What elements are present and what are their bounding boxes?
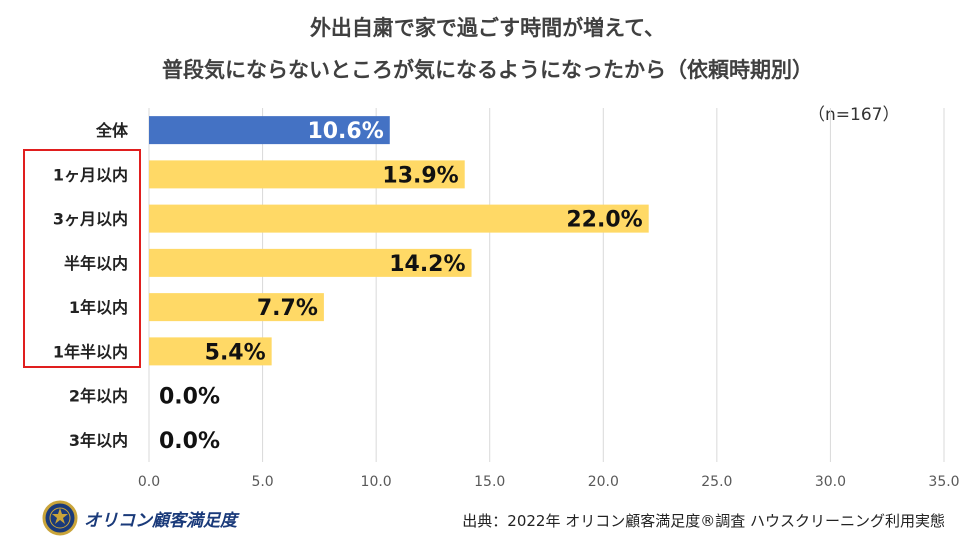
category-label: 3年以内 bbox=[69, 431, 128, 450]
x-tick-label: 30.0 bbox=[815, 474, 846, 490]
category-label: 1ヶ月以内 bbox=[53, 165, 128, 184]
logo-text: オリコン顧客満足度 bbox=[84, 510, 237, 531]
medal-icon bbox=[42, 500, 78, 536]
source-note: 出典：2022年 オリコン顧客満足度®調査 ハウスクリーニング利用実態 bbox=[462, 512, 945, 530]
x-tick-label: 5.0 bbox=[251, 474, 273, 490]
x-tick-label: 10.0 bbox=[361, 474, 392, 490]
highlight-box bbox=[23, 149, 141, 368]
category-label: 1年半以内 bbox=[53, 342, 128, 361]
category-label: 3ヶ月以内 bbox=[53, 210, 128, 229]
bar bbox=[149, 204, 649, 233]
bar bbox=[149, 248, 472, 277]
x-tick-label: 0.0 bbox=[138, 474, 160, 490]
oricon-logo: オリコン顧客満足度 bbox=[42, 500, 237, 536]
category-label: 1年以内 bbox=[69, 298, 128, 317]
data-label: 5.4% bbox=[205, 340, 266, 365]
x-tick-label: 15.0 bbox=[474, 474, 505, 490]
x-tick-label: 25.0 bbox=[701, 474, 732, 490]
bar bbox=[149, 337, 272, 366]
bar-chart: 0.0 5.0 10.0 15.0 20.0 25.0 30.0 35.0 全体 10.6% 1ヶ月… bbox=[53, 108, 960, 490]
x-tick-label: 35.0 bbox=[928, 474, 959, 490]
data-label: 0.0% bbox=[159, 429, 220, 454]
bar bbox=[149, 293, 324, 322]
data-label: 10.6% bbox=[307, 119, 383, 144]
chart-title-line1: 外出自粛で家で過ごす時間が増えて、 bbox=[309, 16, 666, 40]
category-label: 全体 bbox=[95, 121, 129, 140]
bar bbox=[149, 160, 465, 189]
chart-title-line2: 普段気にならないところが気になるようになったから（依頼時期別） bbox=[162, 58, 813, 82]
category-label: 2年以内 bbox=[69, 387, 128, 406]
data-label: 7.7% bbox=[257, 296, 318, 321]
category-label: 半年以内 bbox=[64, 254, 128, 273]
data-label: 22.0% bbox=[566, 208, 642, 233]
data-label: 0.0% bbox=[159, 385, 220, 410]
bar bbox=[149, 116, 390, 145]
data-label: 14.2% bbox=[389, 252, 465, 277]
x-tick-label: 20.0 bbox=[588, 474, 619, 490]
data-label: 13.9% bbox=[382, 163, 458, 188]
